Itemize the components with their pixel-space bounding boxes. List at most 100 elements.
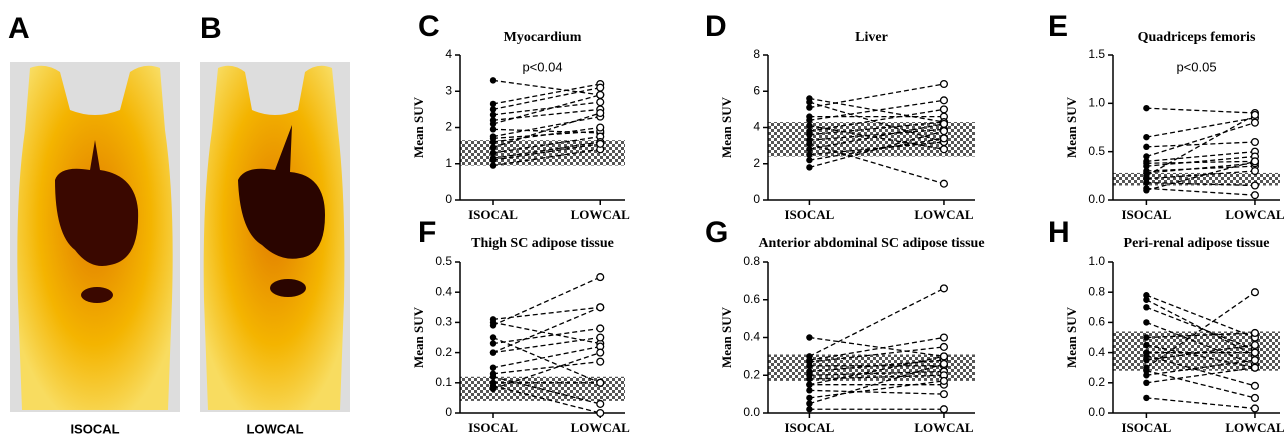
y-axis-label: Mean SUV <box>1064 96 1079 158</box>
lowcal-point <box>941 334 948 341</box>
pair-line <box>493 338 600 383</box>
isocal-point <box>490 157 496 163</box>
pet-image <box>10 62 180 412</box>
y-tick-label: 0.4 <box>743 330 760 344</box>
y-tick-label: 0.0 <box>743 405 760 419</box>
isocal-point <box>1143 144 1149 150</box>
y-tick-label: 1.0 <box>1088 96 1105 110</box>
chart-title: Quadriceps femoris <box>1138 30 1256 45</box>
y-axis-label: Mean SUV <box>411 96 426 158</box>
lowcal-point <box>597 84 604 91</box>
pair-line <box>493 277 600 325</box>
y-tick-label: 0 <box>445 192 452 206</box>
image-caption: ISOCAL <box>70 421 119 435</box>
lowcal-point <box>1252 112 1259 119</box>
annotation: p<0.05 <box>1176 59 1216 74</box>
lowcal-point <box>941 180 948 187</box>
lowcal-point <box>941 106 948 113</box>
y-tick-label: 0.8 <box>743 254 760 268</box>
isocal-point <box>1143 319 1149 325</box>
panel-letter: B <box>200 12 222 45</box>
figure: A ISOCAL B LOWCAL CMyocardiump<0.04Mean … <box>0 0 1285 435</box>
isocal-point <box>1143 187 1149 193</box>
y-axis-label: Mean SUV <box>411 306 426 368</box>
chart-title: Myocardium <box>504 30 582 45</box>
lowcal-point <box>941 361 948 368</box>
lowcal-point <box>597 349 604 356</box>
y-tick-label: 0.6 <box>1088 315 1105 329</box>
chart-title: Liver <box>855 30 888 45</box>
isocal-point <box>1143 395 1149 401</box>
lowcal-point <box>1252 382 1259 389</box>
y-tick-label: 1 <box>445 156 452 170</box>
x-tick-label: ISOCAL <box>1121 207 1171 222</box>
lowcal-point <box>1252 158 1259 165</box>
isocal-point <box>806 381 812 387</box>
y-axis-label: Mean SUV <box>719 96 734 158</box>
x-tick-label: LOWCAL <box>914 420 974 435</box>
lowcal-point <box>941 406 948 413</box>
lowcal-point <box>1252 357 1259 364</box>
lowcal-point <box>1252 364 1259 371</box>
lowcal-point <box>941 120 948 127</box>
lowcal-point <box>1252 405 1259 412</box>
pair-line <box>493 102 600 115</box>
lowcal-point <box>597 401 604 408</box>
pair-line <box>1146 142 1255 147</box>
isocal-point <box>1143 179 1149 185</box>
isocal-point <box>490 126 496 132</box>
y-tick-label: 0.0 <box>1088 405 1105 419</box>
lowcal-point <box>941 378 948 385</box>
isocal-point <box>490 340 496 346</box>
lowcal-point <box>597 274 604 281</box>
y-tick-label: 0.1 <box>435 375 452 389</box>
isocal-point <box>1143 105 1149 111</box>
isocal-point <box>806 387 812 393</box>
isocal-point <box>806 104 812 110</box>
isocal-point <box>1143 304 1149 310</box>
y-axis-label: Mean SUV <box>719 306 734 368</box>
isocal-point <box>806 376 812 382</box>
x-tick-label: LOWCAL <box>1225 207 1285 222</box>
lowcal-point <box>941 285 948 292</box>
isocal-point <box>1143 334 1149 340</box>
x-tick-label: LOWCAL <box>914 207 974 222</box>
y-tick-label: 0.6 <box>743 292 760 306</box>
isocal-point <box>806 400 812 406</box>
y-tick-label: 0.2 <box>1088 375 1105 389</box>
y-tick-label: 3 <box>445 83 452 97</box>
panel-letter: C <box>418 10 440 43</box>
y-tick-label: 0 <box>753 192 760 206</box>
isocal-point <box>490 334 496 340</box>
isocal-point <box>1143 380 1149 386</box>
y-tick-label: 0.8 <box>1088 284 1105 298</box>
pair-line <box>1146 295 1255 337</box>
isocal-point <box>490 349 496 355</box>
y-tick-label: 0.5 <box>1088 144 1105 158</box>
x-tick-label: LOWCAL <box>571 420 631 435</box>
pair-line <box>493 84 600 104</box>
pair-line <box>493 88 600 110</box>
lowcal-point <box>597 91 604 98</box>
lowcal-point <box>941 135 948 142</box>
isocal-point <box>1143 134 1149 140</box>
y-tick-label: 1.5 <box>1088 47 1105 61</box>
lowcal-point <box>1252 139 1259 146</box>
isocal-point <box>1143 173 1149 179</box>
panel-letter: A <box>8 12 30 45</box>
y-tick-label: 0.2 <box>743 367 760 381</box>
lowcal-point <box>1252 395 1259 402</box>
lowcal-point <box>597 110 604 117</box>
lowcal-point <box>1252 168 1259 175</box>
lowcal-point <box>1252 192 1259 199</box>
lowcal-point <box>597 325 604 332</box>
isocal-point <box>490 365 496 371</box>
chart-title: Anterior abdominal SC adipose tissue <box>758 236 984 251</box>
lowcal-point <box>597 140 604 147</box>
pair-line <box>1146 108 1255 113</box>
isocal-point <box>806 334 812 340</box>
isocal-point <box>490 374 496 380</box>
panel-letter: H <box>1048 216 1070 249</box>
pair-line <box>1146 371 1255 398</box>
y-tick-label: 0.4 <box>1088 345 1105 359</box>
